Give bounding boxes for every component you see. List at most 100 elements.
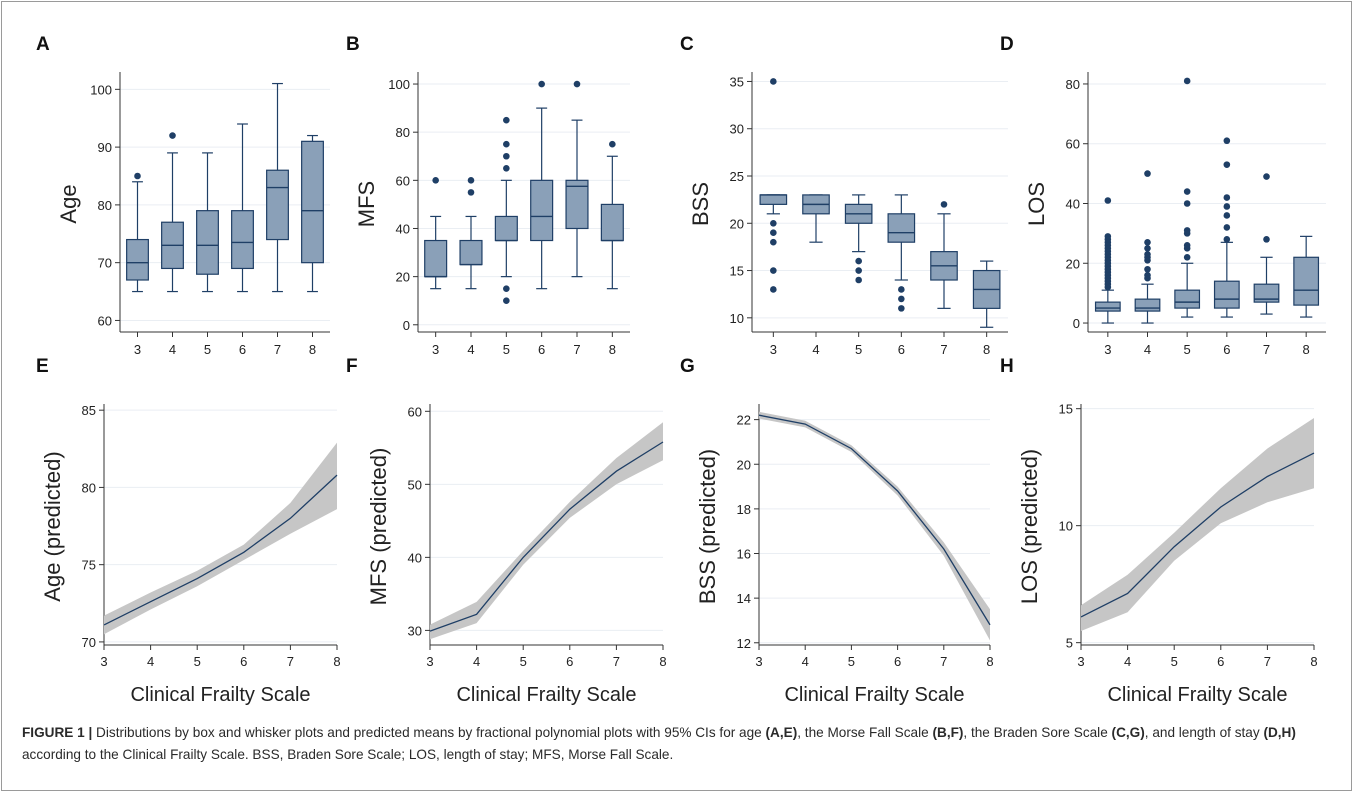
ci-band <box>1081 418 1314 631</box>
chart-panel-f: F 30 40 50 60 3 4 5 6 7 8 MFS (predicted) Clinical F… <box>346 356 667 706</box>
y-axis-label: Age <box>56 184 81 223</box>
box-4 <box>161 132 184 293</box>
caption-panel-ref: (A,E) <box>765 725 798 740</box>
chart-panel-b: B 0 20 40 60 80 100 MFS 3 4 5 6 7 8 <box>346 34 630 357</box>
box-iqr <box>1213 280 1240 309</box>
outlier-point <box>898 295 905 303</box>
box-iqr <box>565 179 589 230</box>
outlier-point <box>169 132 176 139</box>
y-axis-label: Age (predicted) <box>40 451 65 601</box>
y-tick-label: 40 <box>408 550 422 565</box>
y-tick-label: 20 <box>737 457 751 472</box>
y-axis-label: MFS <box>354 181 379 227</box>
box-iqr <box>196 210 219 275</box>
outlier-point <box>1223 236 1231 243</box>
panel-letter: G <box>680 356 695 377</box>
y-tick-label: 90 <box>98 140 112 155</box>
y-tick-label: 60 <box>1066 137 1080 152</box>
y-tick-label: 15 <box>1059 402 1073 417</box>
y-tick-label: 20 <box>1066 256 1080 271</box>
box-iqr <box>231 210 254 270</box>
box-4 <box>802 194 830 243</box>
box-iqr <box>266 169 289 241</box>
y-tick-label: 20 <box>730 216 744 231</box>
chart-panel-e: E 70 75 80 85 3 4 5 6 7 8 Age (predicted) Clinical F… <box>36 356 341 706</box>
panel-letter: H <box>1000 356 1014 377</box>
x-tick-label: 6 <box>1223 342 1230 357</box>
panel-letter: F <box>346 356 358 377</box>
y-tick-label: 100 <box>388 77 410 92</box>
x-tick-label: 8 <box>333 654 340 669</box>
y-tick-label: 35 <box>730 74 744 89</box>
box-iqr <box>1134 298 1161 312</box>
ci-band <box>759 411 990 641</box>
ci-band <box>104 442 337 635</box>
x-tick-label: 8 <box>986 654 993 669</box>
caption-panel-ref: (C,G) <box>1111 725 1145 740</box>
box-4 <box>459 177 483 290</box>
outlier-point <box>1183 188 1191 195</box>
x-tick-label: 7 <box>287 654 294 669</box>
outlier-point <box>1223 212 1231 219</box>
y-tick-label: 60 <box>396 173 410 188</box>
x-tick-label: 6 <box>566 654 573 669</box>
x-tick-label: 7 <box>1263 342 1270 357</box>
y-tick-label: 70 <box>98 256 112 271</box>
outlier-point <box>1104 233 1112 240</box>
x-tick-label: 5 <box>1184 342 1191 357</box>
outlier-point <box>503 164 510 172</box>
chart-panel-g: G 12 14 16 18 20 22 3 4 5 6 7 8 BSS (predicted) Clinic… <box>680 356 994 706</box>
x-tick-label: 7 <box>940 342 947 357</box>
predicted-line <box>429 441 664 632</box>
outlier-point <box>1144 265 1151 273</box>
outlier-point <box>1263 173 1270 180</box>
figure-caption: FIGURE 1 | Distributions by box and whis… <box>22 722 1332 766</box>
caption-segment: Distributions by box and whisker plots a… <box>92 725 766 740</box>
x-tick-label: 3 <box>100 654 107 669</box>
outlier-point <box>1144 250 1151 258</box>
y-tick-label: 10 <box>1059 519 1073 534</box>
y-tick-label: 40 <box>1066 196 1080 211</box>
y-tick-label: 30 <box>408 623 422 638</box>
caption-segment: according to the Clinical Frailty Scale.… <box>22 747 674 762</box>
y-tick-label: 80 <box>98 198 112 213</box>
y-tick-label: 80 <box>1066 77 1080 92</box>
outlier-point <box>609 140 616 148</box>
outlier-point <box>467 177 475 184</box>
outlier-point <box>770 238 777 246</box>
x-tick-label: 3 <box>1077 654 1084 669</box>
panel-letter: E <box>36 356 49 377</box>
y-tick-label: 20 <box>396 270 410 285</box>
x-tick-label: 5 <box>855 342 862 357</box>
x-tick-label: 6 <box>898 342 905 357</box>
y-tick-label: 30 <box>730 122 744 137</box>
outlier-point <box>898 286 905 293</box>
caption-panel-ref: (D,H) <box>1263 725 1296 740</box>
y-tick-label: 12 <box>737 636 751 651</box>
outlier-point <box>1183 227 1191 234</box>
box-iqr <box>530 179 554 242</box>
y-tick-label: 22 <box>737 413 751 428</box>
panel-letter: A <box>36 34 50 55</box>
outlier-point <box>503 152 510 160</box>
y-tick-label: 0 <box>1073 316 1080 331</box>
caption-panel-ref: (B,F) <box>932 725 964 740</box>
box-7 <box>930 201 958 309</box>
box-6 <box>231 123 254 293</box>
outlier-point <box>538 80 545 88</box>
outlier-point <box>1183 200 1191 207</box>
outlier-point <box>503 285 510 292</box>
y-tick-label: 60 <box>98 313 112 328</box>
box-iqr <box>600 203 624 242</box>
outlier-point <box>770 229 777 237</box>
box-6 <box>887 194 916 312</box>
caption-segment: , the Morse Fall Scale <box>797 725 933 740</box>
caption-segment: , the Braden Sore Scale <box>963 725 1112 740</box>
x-tick-label: 8 <box>609 342 616 357</box>
box-iqr <box>1293 256 1320 306</box>
box-7 <box>565 80 589 278</box>
box-5 <box>1174 77 1201 318</box>
y-axis-label: BSS (predicted) <box>695 449 720 604</box>
box-8 <box>301 134 324 293</box>
